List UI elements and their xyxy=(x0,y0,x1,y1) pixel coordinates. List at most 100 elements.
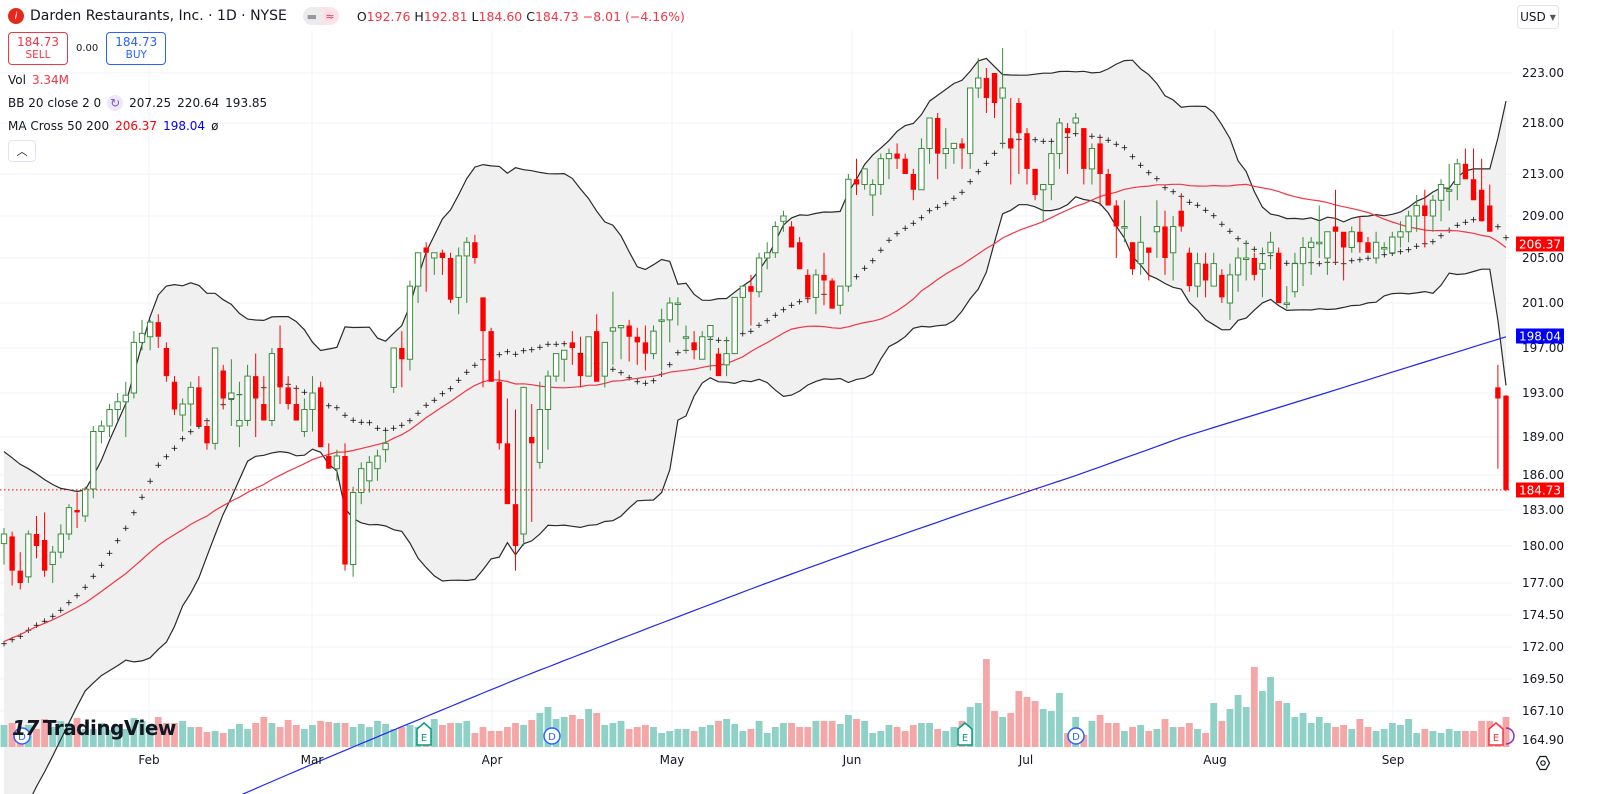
svg-text:+: + xyxy=(772,311,780,321)
svg-text:+: + xyxy=(1494,223,1502,233)
svg-text:+: + xyxy=(179,435,187,445)
svg-text:+: + xyxy=(1137,161,1145,171)
svg-text:+: + xyxy=(544,340,552,350)
svg-text:+: + xyxy=(918,213,926,223)
svg-text:+: + xyxy=(1210,211,1218,221)
sell-button[interactable]: 184.73 SELL xyxy=(8,32,68,65)
symbol-title[interactable]: Darden Restaurants, Inc. · 1D · NYSE xyxy=(30,8,287,24)
svg-text:E: E xyxy=(1493,733,1499,744)
svg-text:+: + xyxy=(57,606,65,616)
price-axis-label: 183.00 xyxy=(1522,503,1564,517)
svg-text:+: + xyxy=(1389,249,1397,259)
svg-text:+: + xyxy=(382,426,390,436)
svg-text:+: + xyxy=(788,301,796,311)
svg-text:+: + xyxy=(463,368,471,378)
company-logo-icon: i xyxy=(8,8,24,24)
svg-text:+: + xyxy=(560,340,568,350)
svg-text:+: + xyxy=(1145,168,1153,178)
svg-text:+: + xyxy=(1348,257,1356,267)
price-axis-label: 213.00 xyxy=(1522,167,1564,181)
visibility-toggle[interactable]: ▬ ≈ xyxy=(302,7,339,25)
svg-text:+: + xyxy=(536,343,544,353)
bb-lower-value: 193.85 xyxy=(225,96,268,110)
svg-text:+: + xyxy=(114,536,122,546)
price-axis-label: 180.00 xyxy=(1522,539,1564,553)
svg-text:+: + xyxy=(625,373,633,383)
last-price-tag: 184.73 xyxy=(1516,482,1564,498)
svg-text:+: + xyxy=(861,264,869,274)
svg-text:D: D xyxy=(18,732,26,743)
svg-text:+: + xyxy=(1251,245,1259,255)
svg-text:+: + xyxy=(1113,140,1121,150)
price-axis-label: 189.00 xyxy=(1522,430,1564,444)
svg-text:+: + xyxy=(81,583,89,593)
symbol-row: i Darden Restaurants, Inc. · 1D · NYSE ▬… xyxy=(8,6,685,26)
price-axis-label: 218.00 xyxy=(1522,116,1564,130)
svg-text:+: + xyxy=(504,348,512,358)
time-axis-label: Apr xyxy=(481,753,503,767)
settings-icon[interactable] xyxy=(1535,755,1551,771)
moving-average-lines xyxy=(3,183,1507,794)
volume-legend[interactable]: Vol 3.34M xyxy=(8,72,685,88)
collapse-legend-button[interactable]: ︿ xyxy=(8,140,36,162)
svg-text:+: + xyxy=(1380,251,1388,261)
svg-text:+: + xyxy=(901,224,909,234)
svg-text:+: + xyxy=(1104,136,1112,146)
sell-label: SELL xyxy=(25,48,51,61)
price-axis-label: 164.90 xyxy=(1522,733,1564,747)
earnings-marker-icon xyxy=(957,722,973,746)
event-markers[interactable]: D D DE E E xyxy=(13,722,1515,746)
svg-text:+: + xyxy=(1437,232,1445,242)
svg-text:+: + xyxy=(1283,259,1291,269)
svg-text:+: + xyxy=(187,428,195,438)
svg-text:+: + xyxy=(1356,255,1364,265)
ma200-value: 198.04 xyxy=(163,119,206,133)
bb-upper-value: 220.64 xyxy=(177,96,220,110)
svg-text:+: + xyxy=(747,327,755,337)
time-axis-label: Jul xyxy=(1018,753,1034,767)
ma50-value: 206.37 xyxy=(115,119,158,133)
svg-text:+: + xyxy=(617,369,625,379)
svg-text:+: + xyxy=(0,640,8,650)
currency-label: USD xyxy=(1520,10,1546,24)
change-value: −8.01 (−4.16%) xyxy=(582,8,685,24)
svg-text:+: + xyxy=(966,178,974,188)
currency-select[interactable]: USD ▼ xyxy=(1517,5,1559,29)
svg-text:+: + xyxy=(763,316,771,326)
svg-text:+: + xyxy=(1121,144,1129,154)
price-axis-label: 167.10 xyxy=(1522,704,1564,718)
svg-text:+: + xyxy=(414,409,422,419)
open-label: O xyxy=(356,8,367,24)
tradingview-logo[interactable]: 17 TradingView xyxy=(12,716,176,740)
refresh-icon[interactable]: ↻ xyxy=(107,95,124,111)
bb-legend[interactable]: BB 20 close 2 0 ↻ 207.25 220.64 193.85 xyxy=(8,95,685,111)
time-axis-label: Aug xyxy=(1203,753,1227,767)
dividend-marker-icon xyxy=(13,727,31,745)
open-value: 192.76 xyxy=(366,8,411,24)
ma-cross-legend[interactable]: MA Cross 50 200 206.37 198.04 ø xyxy=(8,118,685,134)
svg-text:+: + xyxy=(138,493,146,503)
svg-text:+: + xyxy=(642,379,650,389)
buy-price: 184.73 xyxy=(115,34,158,49)
volume-bars xyxy=(0,659,1510,747)
buy-button[interactable]: 184.73 BUY xyxy=(106,32,167,65)
svg-text:+: + xyxy=(301,388,309,398)
minus-icon[interactable]: ▬ xyxy=(302,7,321,25)
svg-text:+: + xyxy=(520,346,528,356)
low-value: 184.60 xyxy=(478,8,523,24)
svg-text:+: + xyxy=(163,453,171,463)
svg-text:+: + xyxy=(755,321,763,331)
svg-text:+: + xyxy=(422,401,430,411)
svg-text:+: + xyxy=(1413,242,1421,252)
svg-text:+: + xyxy=(1072,129,1080,139)
svg-text:+: + xyxy=(122,524,130,534)
buy-label: BUY xyxy=(125,48,147,61)
svg-text:+: + xyxy=(471,361,479,371)
svg-text:+: + xyxy=(374,424,382,434)
dividend-marker-icon xyxy=(543,727,561,745)
wave-icon[interactable]: ≈ xyxy=(320,7,339,25)
svg-text:+: + xyxy=(1194,201,1202,211)
svg-text:+: + xyxy=(16,632,24,642)
svg-text:+: + xyxy=(1234,234,1242,244)
